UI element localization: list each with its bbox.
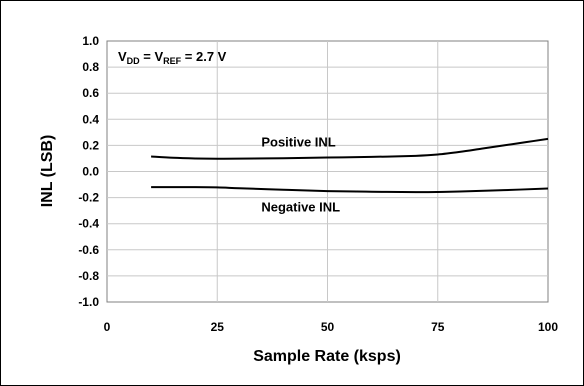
y-tick-label: -1.0	[78, 295, 99, 309]
annotation-layer: Positive INL Negative INL	[261, 134, 340, 214]
y-tick-label: 0.0	[82, 165, 99, 179]
y-tick-label: 0.6	[82, 86, 99, 100]
x-tick-label: 25	[211, 320, 225, 334]
y-tick-labels: 1.0 0.8 0.6 0.4 0.2 0.0 -0.2 -0.4 -0.6 -0.8 -1.0	[78, 34, 99, 309]
series-layer	[151, 137, 549, 194]
y-tick-label: -0.6	[78, 243, 99, 257]
positive-inl-line	[151, 137, 549, 160]
x-axis-title: Sample Rate (ksps)	[253, 348, 401, 365]
x-tick-label: 75	[431, 320, 445, 334]
x-tick-labels: 0 25 50 75 100	[104, 320, 559, 334]
y-tick-label: -0.8	[78, 269, 99, 283]
vertical-gridlines	[216, 41, 439, 302]
series-annotation: Positive INL	[261, 134, 335, 149]
series-annotation: Negative INL	[261, 200, 340, 215]
negative-inl-line	[151, 186, 549, 194]
condition-label: VDD = VREF = 2.7 V	[118, 49, 227, 66]
x-tick-label: 50	[321, 320, 335, 334]
y-tick-label: 0.8	[82, 60, 99, 74]
y-tick-label: -0.2	[78, 191, 99, 205]
y-axis-title: INL (LSB)	[39, 135, 56, 208]
y-tick-label: 0.2	[82, 138, 99, 152]
x-tick-label: 100	[538, 320, 558, 334]
y-tick-label: 0.4	[82, 112, 99, 126]
y-tick-label: -0.4	[78, 217, 99, 231]
x-tick-label: 0	[104, 320, 111, 334]
y-tick-label: 1.0	[82, 34, 99, 48]
